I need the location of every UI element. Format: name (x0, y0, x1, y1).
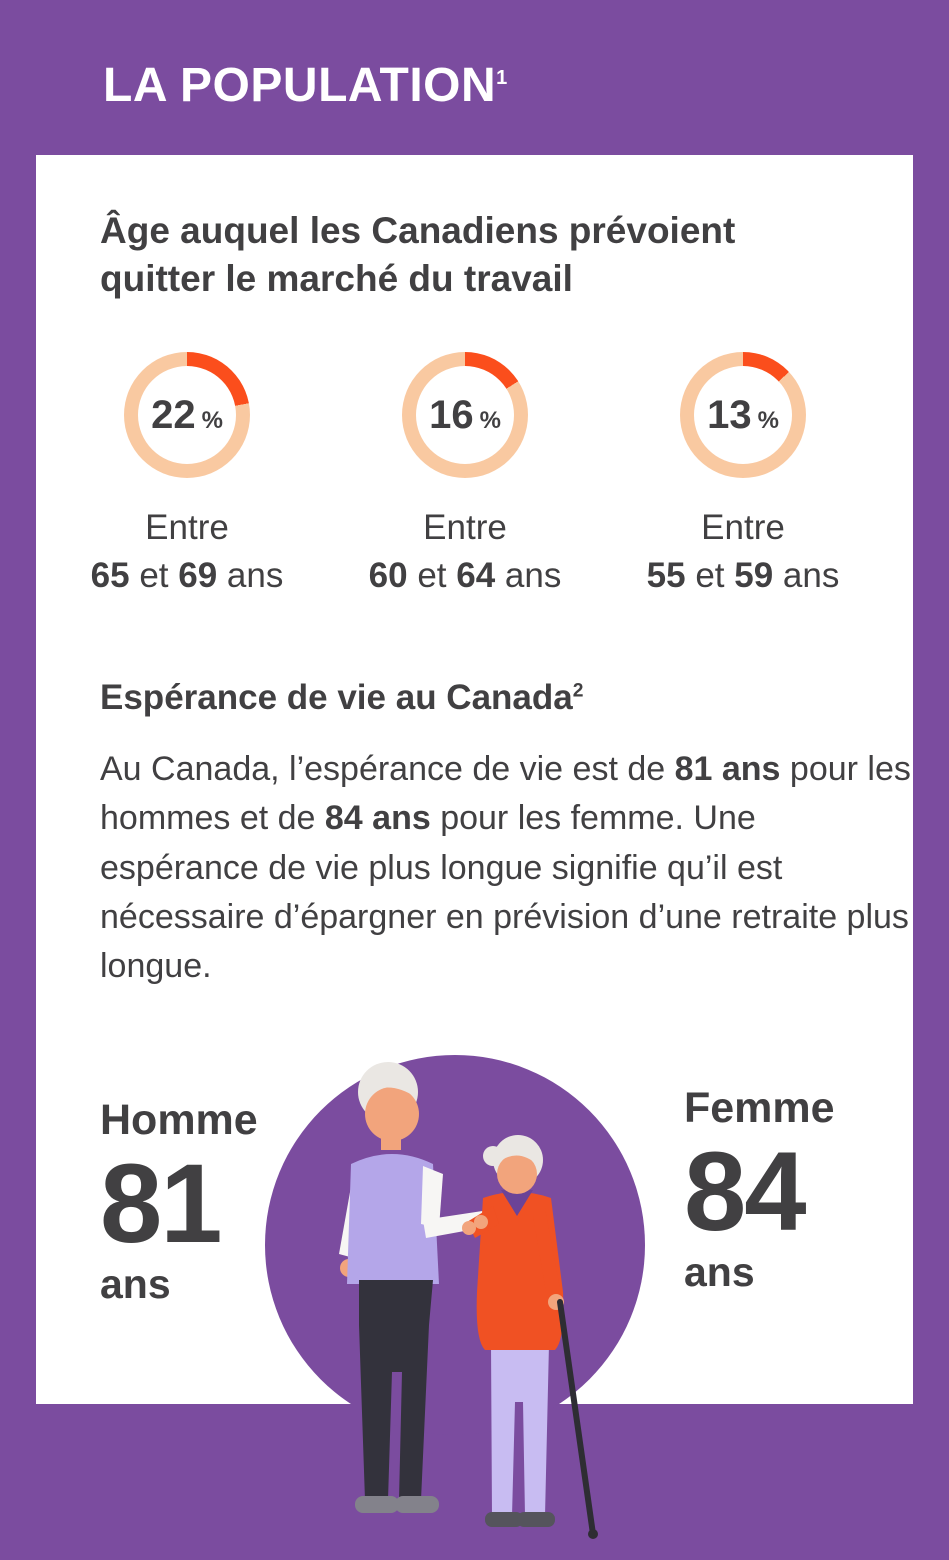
woman-left-shoe (485, 1512, 523, 1527)
retirement-heading: Âge auquel les Canadiens prévoient quitt… (100, 207, 860, 303)
donut-group-65-69: 22% Entre 65 et 69 ans (57, 352, 317, 596)
cane-icon (557, 1299, 596, 1537)
page-title: LA POPULATION1 (103, 58, 508, 113)
stat-femme-value: 84 (684, 1129, 807, 1255)
purple-circle (265, 1055, 645, 1435)
man-hair-top (363, 1076, 417, 1098)
woman-scarf (501, 1190, 533, 1216)
stat-homme-unit: ans (100, 1261, 171, 1308)
woman-hand-linking (474, 1215, 488, 1229)
percent-sign: % (479, 406, 501, 434)
donut-caption-line2: 55 et 59 ans (646, 556, 840, 595)
stat-femme-label: Femme (684, 1084, 835, 1132)
man-head (365, 1087, 419, 1141)
elderly-couple-illustration (265, 1055, 645, 1539)
stat-homme-label: Homme (100, 1096, 258, 1144)
donut-hole: 16% (416, 366, 514, 464)
donut-caption-line1: Entre (145, 508, 229, 547)
donut-caption-line2: 60 et 64 ans (368, 556, 562, 595)
stat-femme-unit: ans (684, 1249, 755, 1296)
man-right-forearm (423, 1210, 492, 1238)
cane-tip (588, 1529, 598, 1539)
stat-homme: Homme 81 ans (100, 1096, 258, 1308)
donut-caption-line2: 65 et 69 ans (90, 556, 284, 595)
donut-group-60-64: 16% Entre 60 et 64 ans (335, 352, 595, 596)
life-expectancy-paragraph: Au Canada, l’espérance de vie est de 81 … (100, 750, 911, 986)
man-pants (359, 1280, 433, 1500)
stat-homme-value: 81 (100, 1141, 223, 1267)
woman-cane-arm (533, 1208, 561, 1298)
donut-caption-line1: Entre (701, 508, 785, 547)
woman-hair-top (497, 1145, 539, 1166)
heading-footnote-marker: 2 (572, 680, 584, 702)
man-right-shoe (395, 1496, 439, 1513)
donut-chart-65-69: 22% (124, 352, 250, 478)
man-right-upper-arm (421, 1166, 443, 1228)
retirement-heading-line1: Âge auquel les Canadiens prévoient (100, 210, 736, 251)
page-title-text: LA POPULATION (103, 59, 497, 112)
life-expectancy-heading: Espérance de vie au Canada2 (100, 678, 583, 718)
woman-figure (462, 1135, 598, 1539)
donut-chart-55-59: 13% (680, 352, 806, 478)
percent-sign: % (201, 406, 223, 434)
woman-right-shoe (517, 1512, 555, 1527)
woman-head (497, 1154, 537, 1194)
retirement-heading-line2: quitter le marché du travail (100, 258, 573, 300)
percent-sign: % (757, 406, 779, 434)
donut-caption-line1: Entre (423, 508, 507, 547)
donut-value-group: 22% (151, 393, 223, 438)
donut-value-group: 16% (429, 393, 501, 438)
donut-percent-value: 16 (429, 392, 474, 437)
donut-percent-value: 22 (151, 392, 196, 437)
donut-hole: 22% (138, 366, 236, 464)
donut-chart-60-64: 16% (402, 352, 528, 478)
donut-group-55-59: 13% Entre 55 et 59 ans (613, 352, 873, 596)
title-footnote-marker: 1 (496, 67, 508, 89)
life-expectancy-heading-text: Espérance de vie au Canada (100, 678, 573, 717)
woman-pants (491, 1344, 549, 1516)
donut-value-group: 13% (707, 393, 779, 438)
woman-hand-left (462, 1221, 476, 1235)
donut-percent-value: 13 (707, 392, 752, 437)
donut-hole: 13% (694, 366, 792, 464)
man-left-shoe (355, 1496, 399, 1513)
stat-femme: Femme 84 ans (684, 1084, 835, 1296)
man-vest (347, 1154, 439, 1284)
